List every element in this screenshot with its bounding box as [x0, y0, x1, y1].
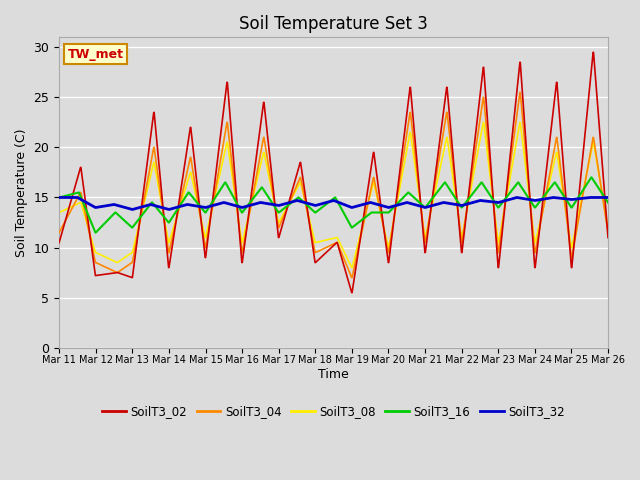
Text: TW_met: TW_met: [67, 48, 124, 60]
SoilT3_02: [164, 256, 172, 262]
SoilT3_04: [491, 213, 499, 219]
SoilT3_08: [479, 120, 487, 125]
SoilT3_04: [348, 275, 356, 280]
SoilT3_16: [604, 200, 612, 205]
SoilT3_04: [55, 229, 63, 235]
Y-axis label: Soil Temperature (C): Soil Temperature (C): [15, 128, 28, 257]
SoilT3_02: [55, 240, 63, 245]
SoilT3_02: [419, 228, 427, 234]
SoilT3_04: [516, 89, 524, 95]
SoilT3_04: [177, 195, 185, 201]
X-axis label: Time: Time: [318, 368, 349, 381]
SoilT3_32: [491, 199, 499, 205]
SoilT3_08: [419, 221, 427, 227]
SoilT3_16: [588, 175, 595, 180]
SoilT3_02: [491, 217, 499, 223]
SoilT3_04: [604, 229, 612, 235]
SoilT3_08: [492, 215, 499, 220]
SoilT3_08: [164, 235, 172, 241]
SoilT3_02: [604, 235, 612, 240]
SoilT3_02: [589, 49, 597, 55]
SoilT3_32: [540, 196, 547, 202]
SoilT3_04: [419, 223, 427, 228]
SoilT3_32: [178, 203, 186, 209]
Title: Soil Temperature Set 3: Soil Temperature Set 3: [239, 15, 428, 33]
Line: SoilT3_16: SoilT3_16: [59, 178, 608, 232]
SoilT3_08: [348, 264, 356, 270]
SoilT3_02: [177, 185, 185, 191]
SoilT3_32: [239, 204, 247, 210]
Line: SoilT3_04: SoilT3_04: [59, 92, 608, 277]
SoilT3_16: [419, 203, 427, 209]
SoilT3_02: [540, 195, 547, 201]
SoilT3_32: [128, 206, 136, 212]
SoilT3_16: [178, 200, 186, 206]
SoilT3_08: [540, 204, 547, 210]
SoilT3_04: [540, 204, 547, 210]
SoilT3_16: [55, 194, 63, 200]
Line: SoilT3_08: SoilT3_08: [59, 122, 608, 267]
SoilT3_16: [540, 194, 547, 200]
SoilT3_08: [239, 238, 246, 244]
SoilT3_08: [604, 225, 612, 230]
Line: SoilT3_32: SoilT3_32: [59, 197, 608, 209]
SoilT3_32: [419, 204, 427, 210]
SoilT3_16: [92, 229, 99, 235]
SoilT3_04: [164, 244, 172, 250]
Line: SoilT3_02: SoilT3_02: [59, 52, 608, 293]
SoilT3_04: [239, 248, 246, 253]
SoilT3_16: [239, 209, 247, 215]
SoilT3_08: [55, 210, 63, 216]
SoilT3_16: [491, 199, 499, 205]
SoilT3_02: [239, 257, 246, 263]
SoilT3_32: [55, 194, 63, 200]
Legend: SoilT3_02, SoilT3_04, SoilT3_08, SoilT3_16, SoilT3_32: SoilT3_02, SoilT3_04, SoilT3_08, SoilT3_…: [97, 400, 570, 422]
SoilT3_32: [604, 194, 612, 200]
SoilT3_16: [164, 219, 172, 225]
SoilT3_02: [348, 290, 356, 296]
SoilT3_08: [177, 200, 185, 205]
SoilT3_32: [164, 206, 172, 212]
